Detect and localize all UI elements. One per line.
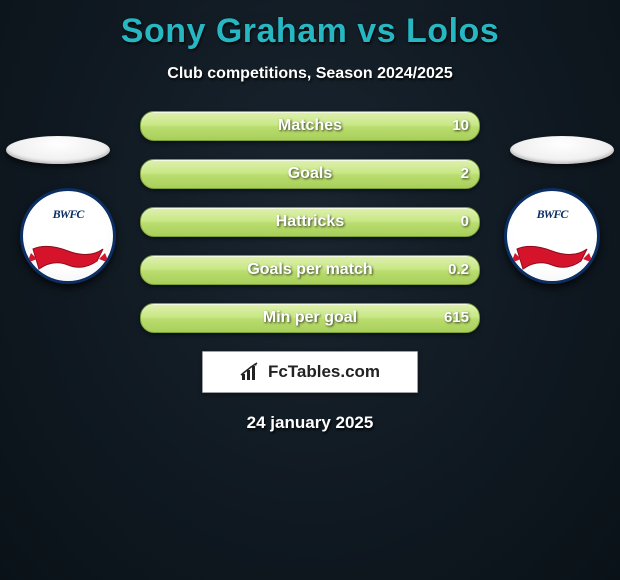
club-badge-right-monogram: BWFC [507,207,597,222]
club-badge-right-ribbon [511,245,593,273]
stat-row-goals: Goals 2 [140,159,480,189]
stat-row-matches: Matches 10 [140,111,480,141]
player-left-ellipse [6,136,110,164]
source-attribution: FcTables.com [202,351,418,393]
player-right-ellipse [510,136,614,164]
club-badge-left: BWFC [20,188,116,284]
stat-right-value: 0.2 [448,256,469,284]
bar-chart-icon [240,362,262,382]
stat-row-hattricks: Hattricks 0 [140,207,480,237]
snapshot-date: 24 january 2025 [0,413,620,433]
stat-right-value: 10 [452,112,469,140]
page-subtitle: Club competitions, Season 2024/2025 [0,65,620,83]
stat-label: Min per goal [141,304,479,332]
stats-block: Matches 10 Goals 2 Hattricks 0 Goals per… [140,111,480,333]
stat-right-value: 0 [461,208,469,236]
stat-right-value: 2 [461,160,469,188]
source-text: FcTables.com [268,362,380,382]
club-badge-left-monogram: BWFC [23,207,113,222]
page-title: Sony Graham vs Lolos [0,12,620,51]
stat-label: Hattricks [141,208,479,236]
stat-label: Goals [141,160,479,188]
club-badge-right: BWFC [504,188,600,284]
club-badge-left-ribbon [27,245,109,273]
comparison-infographic: Sony Graham vs Lolos Club competitions, … [0,12,620,580]
stat-row-goals-per-match: Goals per match 0.2 [140,255,480,285]
stat-right-value: 615 [444,304,469,332]
stat-row-min-per-goal: Min per goal 615 [140,303,480,333]
stat-label: Matches [141,112,479,140]
stat-label: Goals per match [141,256,479,284]
